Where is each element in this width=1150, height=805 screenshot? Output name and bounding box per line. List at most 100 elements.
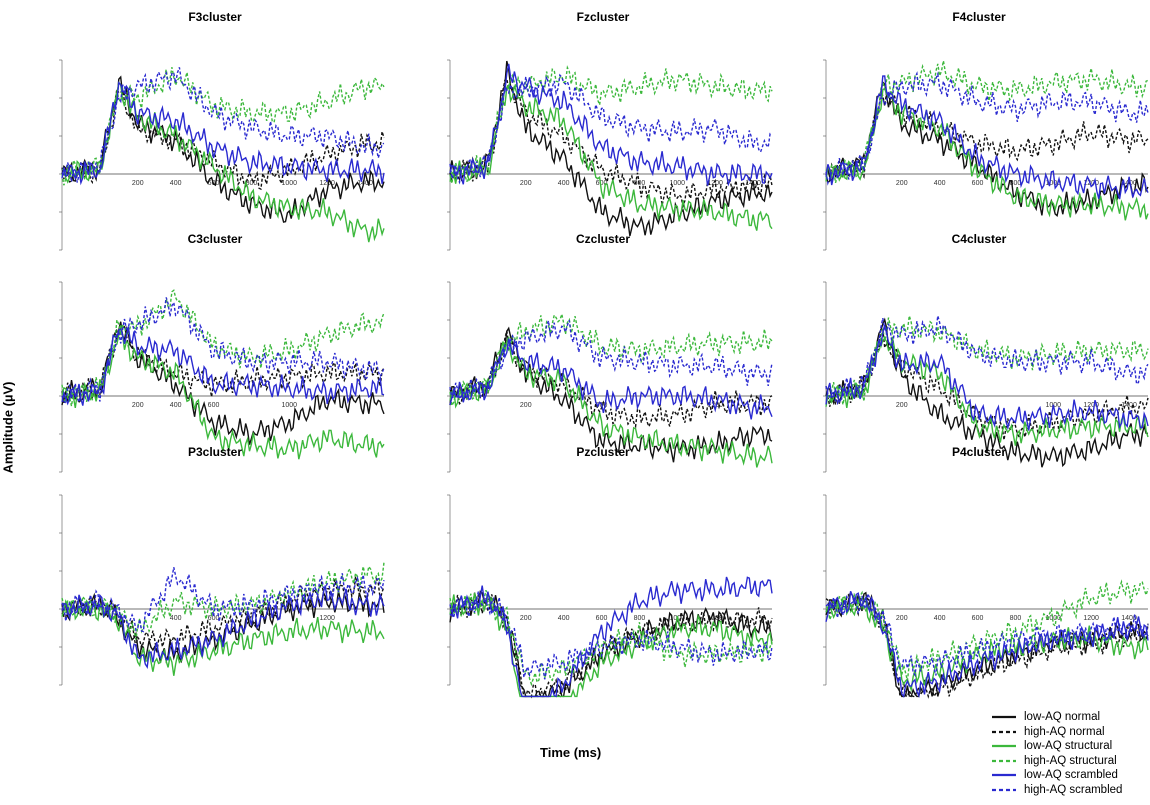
series-line-high-AQ-scrambled [449,73,773,185]
series-line-low-AQ-structural [61,599,385,676]
series-line-low-AQ-scrambled [449,63,773,187]
x-axis-label: Time (ms) [540,745,602,760]
x-tick-label: 200 [132,402,144,409]
x-tick-label: 200 [896,180,908,187]
panel-title: P4cluster [951,445,1007,459]
x-tick-label: 800 [1010,615,1022,622]
panel-F3cluster: 200 400 600 800 1000 1200 1400 [59,59,385,251]
panel-title: Czcluster [575,232,631,246]
series-line-high-AQ-structural [825,315,1149,405]
series-line-high-AQ-structural [61,289,385,407]
series-line-high-AQ-structural [61,67,385,186]
series-line-high-AQ-scrambled [825,71,1149,186]
x-tick-label: 200 [132,180,144,187]
series-line-high-AQ-normal [825,328,1149,441]
legend-label: low-AQ structural [1024,740,1113,753]
series-line-high-AQ-normal [449,77,773,209]
legend-label: high-AQ scrambled [1024,783,1123,796]
panel-title: Pzcluster [576,445,630,459]
x-tick-label: 1200 [319,180,335,187]
panel-title: F3cluster [188,10,242,24]
series-line-low-AQ-scrambled [449,338,773,420]
legend-entry: high-AQ scrambled [990,783,1122,798]
x-tick-label: 600 [208,615,220,622]
series-line-high-AQ-structural [61,562,385,640]
series-line-low-AQ-scrambled [825,590,1149,699]
x-tick-label: 1200 [707,180,723,187]
x-tick-label: 1000 [1046,180,1062,187]
x-tick-label: 1000 [1046,615,1062,622]
panel-title: P3cluster [187,445,243,459]
series-line-low-AQ-scrambled [61,326,385,406]
panel-P3cluster: 400 600 1200 [59,494,385,686]
legend-label: low-AQ scrambled [1024,769,1118,782]
x-tick-label: 1000 [282,402,298,409]
legend-entry: low-AQ scrambled [990,768,1122,783]
x-tick-label: 400 [934,615,946,622]
legend: low-AQ normal high-AQ normal low-AQ struct… [990,710,1122,797]
series-line-high-AQ-normal [449,330,773,429]
panel-P4cluster: 200 400 600 800 1000 1200 1400 [823,494,1149,699]
series-line-high-AQ-structural [825,579,1149,681]
legend-swatch [992,774,1016,777]
x-tick-label: 1200 [1083,615,1099,622]
series-line-low-AQ-structural [825,87,1149,221]
x-tick-label: 200 [896,615,908,622]
x-tick-label: 400 [170,402,182,409]
x-tick-label: 1000 [282,180,298,187]
x-tick-label: 1400 [1121,402,1137,409]
legend-entry: high-AQ normal [990,725,1122,740]
x-tick-label: 800 [1010,180,1022,187]
x-tick-label: 1200 [319,615,335,622]
panel-C4cluster: 200 1000 1200 1400 [823,281,1149,473]
series-line-low-AQ-scrambled [825,324,1149,431]
panel-Fzcluster: 200 400 600 800 1000 1200 1400 [447,59,773,251]
legend-swatch [992,716,1016,719]
x-tick-label: 400 [934,180,946,187]
series-line-low-AQ-normal [449,326,773,463]
series-line-high-AQ-scrambled [825,315,1149,406]
legend-entry: low-AQ normal [990,710,1122,725]
x-tick-label: 1200 [1083,180,1099,187]
x-tick-label: 400 [558,615,570,622]
panel-Czcluster: 200 600 1200 [447,281,773,473]
panel-F4cluster: 200 400 600 800 1000 1200 1400 [823,59,1149,251]
y-axis-label: Amplitude (µV) [0,381,16,474]
legend-swatch [992,745,1016,748]
legend-swatch [992,759,1016,762]
x-tick-label: 600 [972,180,984,187]
series-line-low-AQ-scrambled [825,75,1149,200]
x-tick-label: 1000 [670,180,686,187]
x-tick-label: 400 [170,615,182,622]
x-tick-label: 600 [208,402,220,409]
series-line-high-AQ-scrambled [449,320,773,401]
panel-title: Fzcluster [576,10,630,24]
panel-C3cluster: 200 400 600 1000 [59,281,385,473]
legend-label: low-AQ normal [1024,711,1101,724]
series-line-high-AQ-scrambled [61,297,385,405]
x-tick-label: 200 [520,402,532,409]
x-tick-label: 1200 [707,402,723,409]
series-line-low-AQ-scrambled [61,585,385,669]
x-tick-label: 800 [246,180,258,187]
legend-swatch [992,730,1016,733]
legend-label: high-AQ normal [1024,725,1105,738]
x-tick-label: 800 [634,615,646,622]
series-line-low-AQ-scrambled [449,576,773,698]
x-tick-label: 400 [170,180,182,187]
x-tick-label: 200 [520,615,532,622]
series-line-high-AQ-structural [825,60,1149,183]
legend-entry: low-AQ structural [990,739,1122,754]
x-tick-label: 600 [972,615,984,622]
x-tick-label: 1400 [1121,615,1137,622]
legend-swatch [992,788,1016,791]
series-line-low-AQ-structural [449,592,773,698]
x-tick-label: 400 [558,180,570,187]
series-line-high-AQ-scrambled [825,591,1149,678]
series-line-high-AQ-scrambled [61,567,385,633]
series-line-low-AQ-scrambled [61,81,385,186]
panel-title: C3cluster [187,232,243,246]
series-line-low-AQ-structural [449,83,773,231]
panel-title: F4cluster [952,10,1006,24]
x-tick-label: 200 [896,402,908,409]
